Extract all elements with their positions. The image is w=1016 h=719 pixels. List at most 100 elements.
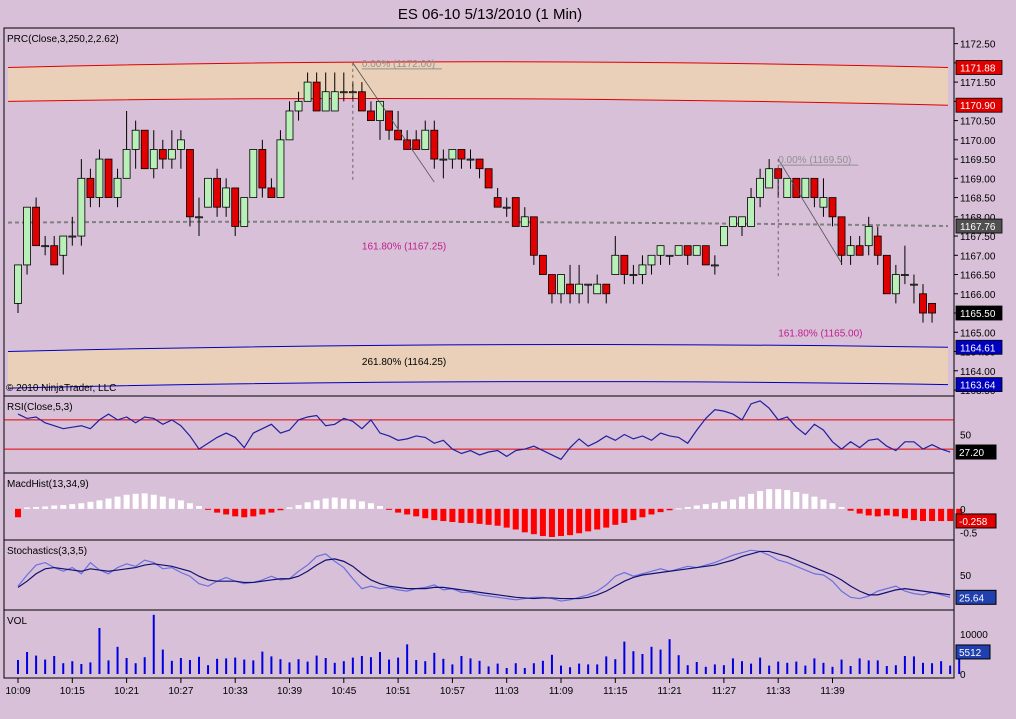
macd-bar-positive xyxy=(322,498,329,509)
volume-bar xyxy=(98,628,101,674)
macd-bar-negative xyxy=(567,508,574,536)
volume-bar xyxy=(152,614,155,674)
candle-down xyxy=(837,216,846,256)
candle-up xyxy=(819,197,828,208)
candle-up xyxy=(629,274,638,276)
macd-bar-positive xyxy=(675,508,682,510)
macd-value-badge xyxy=(955,513,997,529)
macd-bar-negative xyxy=(530,508,537,535)
volume-bar xyxy=(397,657,400,674)
volume-bar xyxy=(306,661,309,674)
macd-bar-negative xyxy=(268,508,275,513)
volume-bar xyxy=(243,659,246,674)
volume-bar xyxy=(931,663,934,674)
vol-tick-label: 10000 xyxy=(960,630,988,641)
candle-up xyxy=(520,216,529,227)
macd-bar-positive xyxy=(186,503,193,509)
macd-bar-negative xyxy=(214,508,221,513)
macd-bar-positive xyxy=(820,499,827,509)
candle-up xyxy=(910,283,918,286)
volume-bar xyxy=(587,664,590,674)
fib-level-label: 0.00% (1169.50) xyxy=(778,155,851,166)
candle-down xyxy=(385,110,393,131)
y-tick-label: 1170.50 xyxy=(960,117,996,128)
candle-down xyxy=(231,187,240,227)
candle-up xyxy=(240,197,249,227)
volume-bar xyxy=(388,659,391,674)
volume-bar xyxy=(107,660,110,674)
price-badge-label: 1164.61 xyxy=(960,343,996,354)
macd-bar-negative xyxy=(892,508,899,517)
macd-bar-positive xyxy=(123,494,130,509)
volume-bar xyxy=(532,663,535,674)
candle-up xyxy=(330,91,339,112)
macd-bar-positive xyxy=(159,496,166,509)
volume-bar xyxy=(333,662,336,674)
lower-inner-line xyxy=(7,344,949,353)
volume-bar xyxy=(958,651,961,674)
volume-bar xyxy=(885,666,888,674)
rsi-value-label: 27.20 xyxy=(959,448,984,459)
panel-label: MacdHist(13,34,9) xyxy=(7,479,89,490)
price-badge xyxy=(955,60,1003,75)
x-tick-label: 11:09 xyxy=(549,686,574,697)
vol-value-label: 5512 xyxy=(959,648,982,659)
macd-bar-positive xyxy=(766,489,773,509)
macd-bar-negative xyxy=(15,508,21,518)
candle-down xyxy=(701,245,710,266)
volume-bar xyxy=(297,659,300,674)
panel-label: Stochastics(3,3,5) xyxy=(7,546,87,557)
candle-down xyxy=(86,177,95,198)
macd-bar-positive xyxy=(711,502,718,509)
candle-up xyxy=(421,129,430,150)
volume-bar xyxy=(469,658,472,674)
macd-bar-negative xyxy=(422,508,429,519)
macd-bar-negative xyxy=(539,508,546,537)
macd-bar-positive xyxy=(793,491,800,509)
volume-bar xyxy=(270,656,273,674)
x-tick-label: 10:51 xyxy=(386,686,411,697)
x-tick-label: 10:15 xyxy=(60,686,85,697)
volume-bar xyxy=(596,664,599,674)
candle-up xyxy=(122,149,131,179)
candle-down xyxy=(928,303,936,314)
macd-bar-positive xyxy=(684,506,691,509)
volume-bar xyxy=(795,661,798,674)
lower-band-line xyxy=(7,381,949,389)
stoch-value-badge xyxy=(955,589,997,605)
macd-bar-positive xyxy=(702,504,709,509)
fib-trend-line xyxy=(777,158,842,264)
volume-bar xyxy=(713,664,716,674)
candle-up xyxy=(611,254,620,275)
candle-up xyxy=(167,149,176,160)
candle-down xyxy=(357,91,366,112)
rsi-value-badge xyxy=(955,444,997,460)
volume-bar xyxy=(514,663,517,674)
candle-up xyxy=(23,206,31,266)
macd-bar-negative xyxy=(431,508,438,521)
volume-bar xyxy=(695,662,698,674)
macd-bar-positive xyxy=(331,497,338,509)
macd-bar-negative xyxy=(467,508,474,523)
volume-bar xyxy=(849,666,852,674)
candle-up xyxy=(68,235,77,238)
x-tick-label: 10:21 xyxy=(114,686,139,697)
volume-bar xyxy=(379,652,381,674)
stoch-line-d xyxy=(17,550,951,600)
volume-bar xyxy=(804,665,807,674)
macd-bar-positive xyxy=(358,501,365,509)
upper-band-line xyxy=(7,61,949,68)
macd-bar-negative xyxy=(440,508,447,522)
volume-bar xyxy=(288,662,291,674)
y-tick-label: 1166.00 xyxy=(960,290,996,301)
candle-down xyxy=(539,254,547,275)
y-tick-label: 1172.50 xyxy=(960,40,996,51)
volume-bar xyxy=(505,668,508,674)
x-tick-label: 11:03 xyxy=(495,686,520,697)
macd-bar-negative xyxy=(503,508,510,528)
macd-bar-positive xyxy=(132,493,139,509)
macd-bar-positive xyxy=(838,506,845,509)
candle-down xyxy=(484,168,493,189)
macd-bar-positive xyxy=(748,493,755,509)
candle-up xyxy=(113,177,122,198)
